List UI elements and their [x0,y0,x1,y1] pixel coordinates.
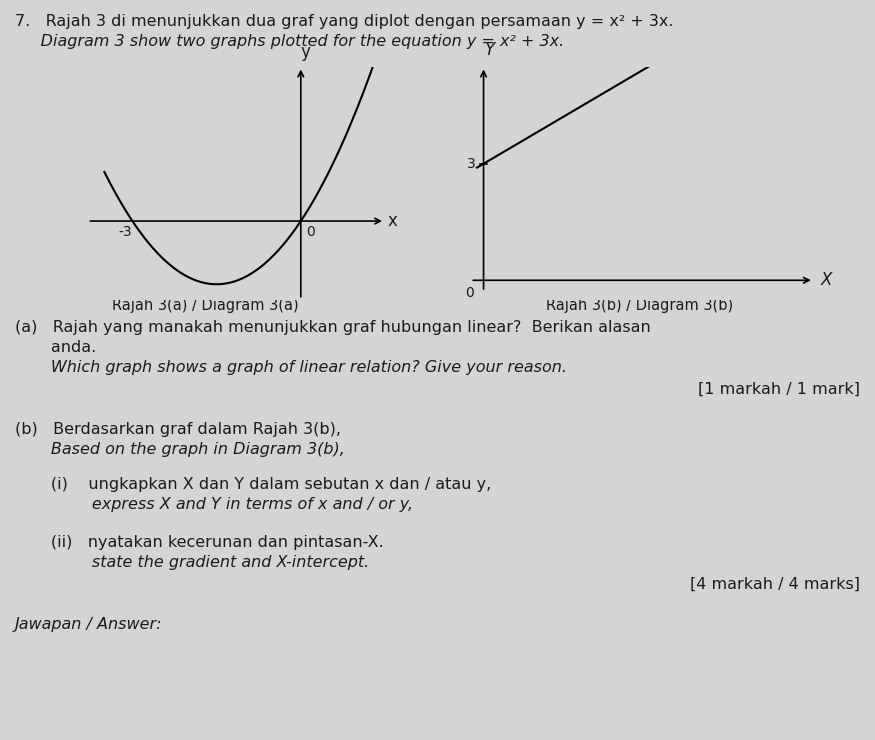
Text: 7.   Rajah 3 di menunjukkan dua graf yang diplot dengan persamaan y = x² + 3x.: 7. Rajah 3 di menunjukkan dua graf yang … [15,14,674,29]
Text: x: x [388,212,397,230]
Text: Rajah 3(a) / Diagram 3(a): Rajah 3(a) / Diagram 3(a) [112,298,298,313]
Text: Jawapan / Answer:: Jawapan / Answer: [15,617,163,632]
Text: [4 markah / 4 marks]: [4 markah / 4 marks] [690,577,860,592]
Text: 3: 3 [467,157,476,171]
Text: y: y [300,43,311,61]
Text: (i)    ungkapkan X dan Y dalam sebutan x dan / atau y,: (i) ungkapkan X dan Y dalam sebutan x da… [15,477,491,492]
Text: X: X [821,272,832,289]
Text: (ii)   nyatakan kecerunan dan pintasan-X.: (ii) nyatakan kecerunan dan pintasan-X. [15,535,384,550]
Text: express X and Y in terms of x and / or y,: express X and Y in terms of x and / or y… [15,497,413,512]
Text: 0: 0 [306,225,315,239]
Text: anda.: anda. [15,340,96,355]
Text: Y: Y [485,41,495,59]
Text: (a)   Rajah yang manakah menunjukkan graf hubungan linear?  Berikan alasan: (a) Rajah yang manakah menunjukkan graf … [15,320,651,335]
Text: (b)   Berdasarkan graf dalam Rajah 3(b),: (b) Berdasarkan graf dalam Rajah 3(b), [15,422,341,437]
Text: state the gradient and X-intercept.: state the gradient and X-intercept. [15,555,369,570]
Text: Which graph shows a graph of linear relation? Give your reason.: Which graph shows a graph of linear rela… [15,360,567,375]
Text: -3: -3 [119,225,132,239]
Text: [1 markah / 1 mark]: [1 markah / 1 mark] [698,382,860,397]
Text: 0: 0 [465,286,473,300]
Text: Diagram 3 show two graphs plotted for the equation y = x² + 3x.: Diagram 3 show two graphs plotted for th… [15,34,564,49]
Text: Rajah 3(b) / Diagram 3(b): Rajah 3(b) / Diagram 3(b) [546,298,733,313]
Text: Based on the graph in Diagram 3(b),: Based on the graph in Diagram 3(b), [15,442,345,457]
